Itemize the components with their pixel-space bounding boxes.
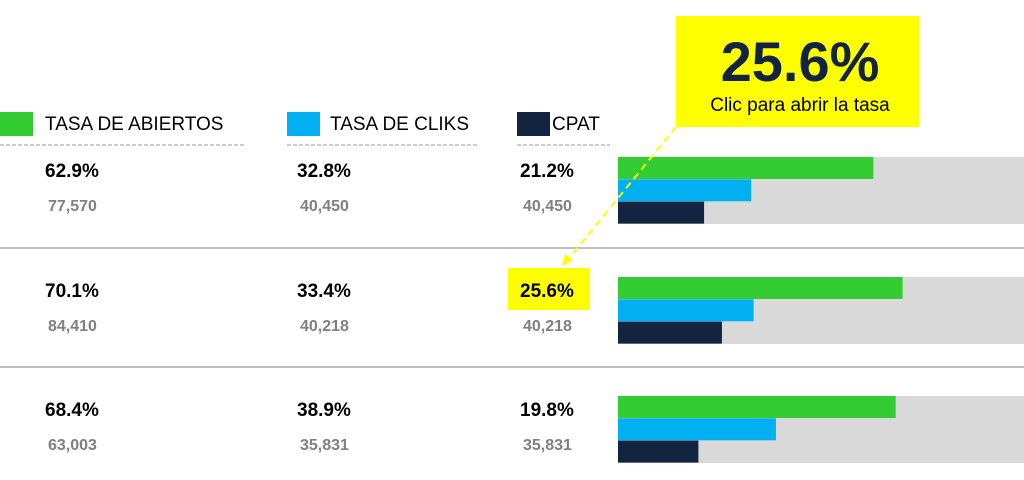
bar — [618, 277, 903, 299]
legend-swatch — [0, 112, 33, 136]
metric-count: 35,831 — [523, 437, 572, 454]
bar — [618, 418, 776, 441]
metric-value: 68.4% — [45, 400, 99, 421]
metric-count: 40,218 — [300, 318, 349, 335]
metric-count: 40,450 — [523, 198, 572, 215]
callout-box[interactable] — [676, 16, 919, 127]
legend-swatch — [287, 112, 320, 136]
metric-value: 21.2% — [520, 161, 574, 182]
metric-value: 38.9% — [297, 400, 351, 421]
metric-count: 40,450 — [300, 198, 349, 215]
metric-value: 62.9% — [45, 161, 99, 182]
metric-count: 77,570 — [48, 198, 97, 215]
metric-count: 35,831 — [300, 437, 349, 454]
highlight — [508, 268, 590, 310]
bar — [618, 179, 752, 202]
metric-value: 70.1% — [45, 281, 99, 302]
callout-arrow — [562, 254, 573, 266]
bar — [618, 440, 699, 463]
metric-value: 25.6% — [520, 281, 574, 302]
bar — [618, 201, 705, 224]
legend-label: TASA DE ABIERTOS — [45, 114, 223, 135]
bar — [618, 299, 754, 322]
metric-count: 63,003 — [48, 437, 97, 454]
metric-value: 19.8% — [520, 400, 574, 421]
metric-count: 40,218 — [523, 318, 572, 335]
metric-value: 33.4% — [297, 281, 351, 302]
metric-value: 32.8% — [297, 161, 351, 182]
callout-pointer — [565, 126, 677, 263]
callout[interactable]: 25.6% Clic para abrir la tasa — [562, 16, 919, 266]
legend-label: TASA DE CLIKS — [330, 114, 469, 135]
metric-count: 84,410 — [48, 318, 97, 335]
callout-value[interactable]: 25.6% — [721, 30, 880, 93]
bar — [618, 396, 896, 418]
bar — [618, 157, 874, 179]
bar — [618, 321, 722, 344]
legend-swatch — [517, 112, 550, 136]
legend-label: CPAT — [552, 114, 600, 135]
callout-text[interactable]: Clic para abrir la tasa — [710, 95, 890, 116]
